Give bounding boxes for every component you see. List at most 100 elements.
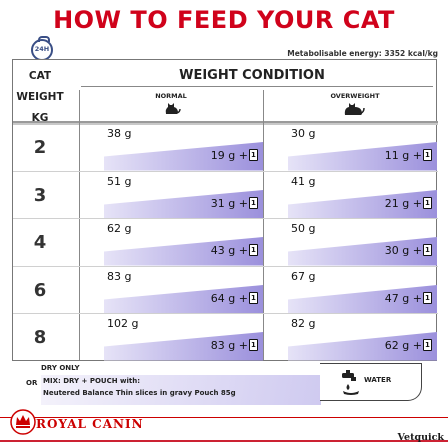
plus-sign: + [409,149,422,162]
mix-wedge [288,189,437,218]
pouch-count: 1 [251,246,256,254]
mix-wedge [104,189,263,218]
normal-4kg-dry-amount: 62 g [107,222,132,235]
overweight-2kg-mix-amount: 11 g +1 [385,149,432,162]
normal-3kg-dry-amount: 51 g [107,174,132,188]
pouch-count: 1 [425,246,430,254]
pouch-icon: 1 [423,291,432,304]
cat-weight-6kg: 6 [33,279,47,301]
pouch-icon: 1 [423,244,432,256]
overweight-cat-icon [344,103,365,115]
normal-3kg-cell: 51 g 31 g +1 [80,171,263,218]
normal-6kg-mix-dry: 64 g [210,291,236,305]
overweight-2kg-mix-dry: 11 g [384,149,410,162]
plus-sign: + [235,149,248,162]
overweight-6kg-dry-amount: 67 g [291,269,316,283]
dry-only-label: DRY ONLY [41,364,80,372]
normal-3kg-mix-amount: 31 g +1 [210,196,258,210]
overweight-8kg-mix-amount: 62 g +1 [385,339,432,352]
brand-name: ROYAL CANIN [36,417,144,431]
plus-sign: + [409,291,422,305]
normal-cat-icon [165,103,181,114]
pouch-count: 1 [425,293,430,302]
pouch-icon: 1 [423,149,432,161]
water-box [320,363,422,401]
row-separator [13,218,438,219]
cat-weight-header-line-1: CAT [28,70,52,82]
normal-8kg-dry-amount: 102 g [107,317,139,330]
footer-line [0,440,448,442]
normal-6kg-mix-amount: 64 g +1 [210,291,258,305]
footer-red-line [0,417,448,418]
overweight-8kg-mix-dry: 62 g [384,339,410,352]
pouch-icon: 1 [249,291,258,304]
overweight-6kg-mix-amount: 47 g +1 [384,291,432,305]
normal-2kg-dry-amount: 38 g [107,127,132,140]
mix-pouch-description: Neutered Balance Thin slices in gravy Po… [43,389,236,397]
normal-2kg-cell: 38 g 19 g +1 [80,123,263,171]
mix-swatch: MIX: DRY + POUCH with: Neutered Balance … [41,375,321,405]
pouch-icon: 1 [249,149,258,161]
weight-condition-heading: WEIGHT CONDITION [179,68,325,83]
overweight-2kg-cell: 30 g 11 g +1 [264,123,437,171]
heading-underline [81,86,433,87]
pouch-count: 1 [425,151,430,159]
overweight-2kg-dry-amount: 30 g [291,127,316,140]
row-separator [13,313,438,314]
overweight-3kg-mix-dry: 21 g [384,196,410,210]
normal-6kg-cell: 83 g 64 g +1 [80,266,263,313]
normal-6kg-dry-amount: 83 g [107,269,132,283]
overweight-6kg-mix-dry: 47 g [384,291,410,305]
weight-column-divider [79,90,81,360]
mix-wedge [288,332,437,361]
watermark: Vetquick [397,432,444,443]
overweight-4kg-mix-amount: 30 g +1 [385,244,432,257]
clock-label: 24H [34,45,50,53]
water-label: WATER [364,376,392,384]
normal-heading: NORMAL [155,92,187,100]
water-tap-icon [342,370,359,395]
overweight-8kg-cell: 82 g 62 g +1 [264,313,437,361]
pouch-count: 1 [251,341,256,349]
header-divider-shadow [13,123,438,125]
legend: DRY ONLY OR MIX: DRY + POUCH with: Neute… [0,363,448,423]
or-label: OR [26,379,38,387]
overweight-4kg-dry-amount: 50 g [291,222,316,235]
cat-weight-header: CAT WEIGHT KG [13,60,67,124]
overweight-3kg-mix-amount: 21 g +1 [384,196,432,210]
mix-wedge [104,284,263,313]
mix-wedge [288,142,437,171]
pouch-count: 1 [251,151,256,159]
overweight-heading: OVERWEIGHT [330,92,380,100]
pouch-icon: 1 [423,196,432,209]
overweight-4kg-cell: 50 g 30 g +1 [264,218,437,266]
normal-4kg-mix-amount: 43 g +1 [211,244,258,257]
dry-only-swatch [41,371,321,375]
plus-sign: + [409,196,422,210]
normal-2kg-mix-amount: 19 g +1 [211,149,258,162]
clock-24h-icon: 24H [31,36,53,61]
pouch-icon: 1 [249,244,258,256]
feeding-table: CAT WEIGHT KG WEIGHT CONDITION NORMAL OV… [12,59,438,361]
pouch-count: 1 [425,341,430,349]
royal-canin-crown-icon [10,409,36,435]
metabolisable-energy: Metabolisable energy: 3352 kcal/kg [287,49,438,58]
pouch-icon: 1 [423,339,432,351]
mix-wedge [288,237,437,266]
mix-wedge [104,142,263,171]
normal-2kg-mix-dry: 19 g [210,149,236,162]
pouch-icon: 1 [249,196,258,209]
normal-8kg-cell: 102 g 83 g +1 [80,313,263,361]
plus-sign: + [235,244,248,257]
overweight-3kg-cell: 41 g 21 g +1 [264,171,437,218]
mix-wedge [104,332,263,361]
normal-8kg-mix-amount: 83 g +1 [211,339,258,352]
header-divider [13,121,438,123]
overweight-4kg-mix-dry: 30 g [384,244,410,257]
cat-weight-header-line-2: WEIGHT [16,91,64,103]
plus-sign: + [409,339,422,352]
overweight-6kg-cell: 67 g 47 g +1 [264,266,437,313]
normal-3kg-mix-dry: 31 g [210,196,236,210]
overweight-3kg-dry-amount: 41 g [291,174,316,188]
plus-sign: + [409,244,422,257]
